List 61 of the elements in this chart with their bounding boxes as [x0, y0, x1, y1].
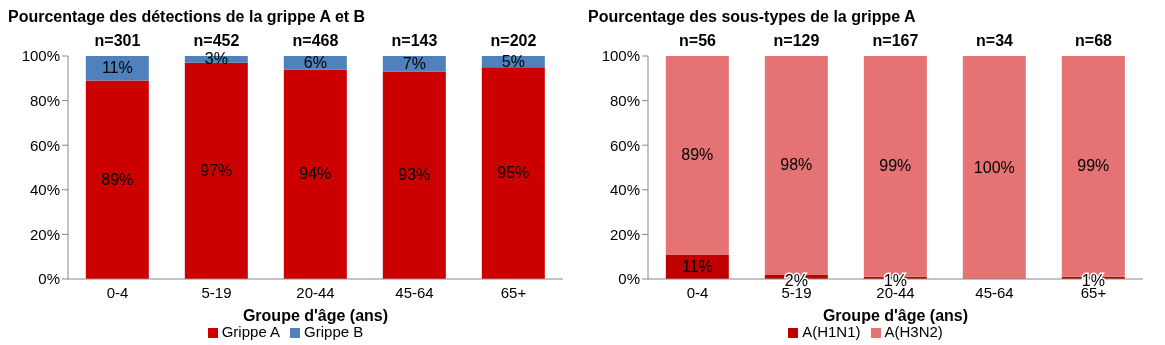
y-tick-label: 60%	[29, 136, 60, 154]
data-label: 6%	[303, 53, 327, 71]
x-axis-title: Groupe d'âge (ans)	[242, 307, 389, 324]
y-tick-label: 80%	[609, 91, 640, 109]
legend-label: Grippe A	[221, 323, 281, 340]
text: n=301	[94, 32, 141, 49]
y-tick-label: 100%	[21, 47, 60, 65]
legend-label: A(H1N1)	[802, 323, 861, 340]
data-label: 93%	[398, 166, 431, 184]
data-label: 99%	[879, 157, 912, 175]
data-label: 11%	[681, 257, 713, 275]
chart-title: Pourcentage des détections de la grippe A et B	[8, 8, 367, 27]
data-label: 99%	[1077, 157, 1110, 175]
x-tick-label: 5-19	[201, 283, 232, 301]
data-label: 100%	[973, 158, 1015, 176]
data-label: 98%	[780, 156, 813, 174]
data-label: 89%	[101, 170, 134, 188]
text: n=68	[1075, 32, 1113, 49]
text: n=129	[773, 32, 820, 49]
data-label: 95%	[497, 164, 530, 182]
legend-label: A(H3N2)	[884, 323, 943, 340]
data-label: 89%	[681, 146, 714, 164]
bar	[481, 67, 545, 279]
x-tick-label: 45-64	[395, 283, 434, 301]
x-tick-label: 0-4	[686, 283, 709, 301]
y-tick-label: 80%	[29, 91, 60, 109]
data-label: 7%	[402, 54, 426, 72]
data-label: 97%	[200, 161, 233, 179]
x-tick-label: 45-64	[975, 283, 1014, 301]
bar	[283, 69, 347, 279]
bar	[85, 56, 149, 81]
bar	[764, 56, 828, 275]
bar	[962, 56, 1026, 279]
bar	[85, 80, 149, 279]
text: n=452	[193, 32, 240, 49]
text: n=34	[976, 32, 1014, 49]
text: n=143	[391, 32, 438, 49]
data-label: 5%	[501, 52, 525, 70]
y-tick-label: 0%	[38, 270, 60, 288]
bar	[665, 56, 729, 255]
data-label: 94%	[299, 165, 332, 183]
text: n=167	[872, 32, 919, 49]
legend-label: Grippe B	[304, 323, 364, 340]
y-tick-label: 40%	[29, 181, 60, 199]
y-tick-label: 100%	[601, 47, 640, 65]
data-label: 11%	[101, 59, 133, 77]
y-tick-label: 0%	[618, 270, 640, 288]
x-tick-label: 0-4	[106, 283, 129, 301]
x-axis-title: Groupe d'âge (ans)	[822, 307, 969, 324]
bar	[184, 62, 248, 279]
chart-title: Pourcentage des sous-types de la grippe A	[588, 8, 917, 27]
y-tick-label: 20%	[29, 225, 60, 243]
y-tick-label: 60%	[609, 136, 640, 154]
x-tick-label: 65+	[500, 283, 527, 301]
x-tick-label: 20-44	[296, 283, 335, 301]
y-tick-label: 20%	[609, 225, 640, 243]
text: n=202	[490, 32, 537, 49]
text: n=468	[292, 32, 339, 49]
y-tick-label: 40%	[609, 181, 640, 199]
text: n=56	[679, 32, 717, 49]
bar	[382, 71, 446, 279]
